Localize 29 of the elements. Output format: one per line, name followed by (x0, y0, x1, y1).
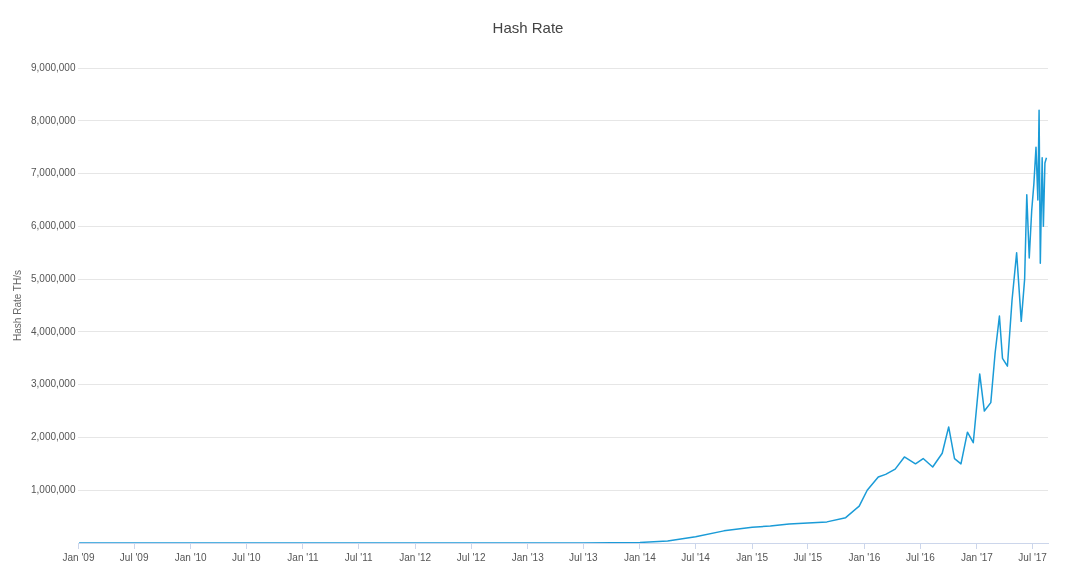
y-tick-label: 5,000,000 (30, 272, 76, 284)
y-tick-label: 3,000,000 (30, 378, 76, 390)
x-tick-label: Jan '15 (736, 551, 769, 563)
x-tick-label: Jul '12 (456, 551, 486, 563)
x-tick-label: Jan '09 (62, 551, 95, 563)
x-tick-label: Jan '17 (961, 551, 994, 563)
x-tick-label: Jan '11 (287, 551, 319, 563)
y-tick-label: 8,000,000 (30, 114, 76, 126)
y-axis-title: Hash Rate TH/s (11, 270, 23, 341)
x-tick-label: Jul '10 (232, 551, 262, 563)
x-tick-label: Jul '11 (344, 551, 373, 563)
x-tick-label: Jan '10 (174, 551, 208, 563)
y-tick-label: 6,000,000 (30, 220, 76, 232)
x-tick-label: Jul '14 (681, 551, 711, 563)
x-tick-label: Jan '13 (511, 551, 545, 563)
x-tick-label: Jan '14 (623, 551, 657, 563)
y-tick-label: 7,000,000 (30, 167, 76, 179)
y-tick-label: 1,000,000 (30, 483, 76, 495)
chart-title: Hash Rate (492, 19, 564, 37)
x-tick-label: Jul '09 (119, 551, 149, 563)
y-tick-label: 9,000,000 (30, 61, 76, 73)
x-tick-label: Jul '15 (793, 551, 823, 563)
y-tick-label: 4,000,000 (30, 325, 76, 337)
x-tick-label: Jul '16 (906, 551, 936, 563)
y-tick-label: 2,000,000 (30, 431, 76, 443)
x-tick-label: Jul '13 (569, 551, 599, 563)
x-tick-label: Jul '17 (1018, 551, 1048, 563)
x-tick-label: Jan '16 (848, 551, 881, 563)
x-tick-label: Jan '12 (399, 551, 432, 563)
